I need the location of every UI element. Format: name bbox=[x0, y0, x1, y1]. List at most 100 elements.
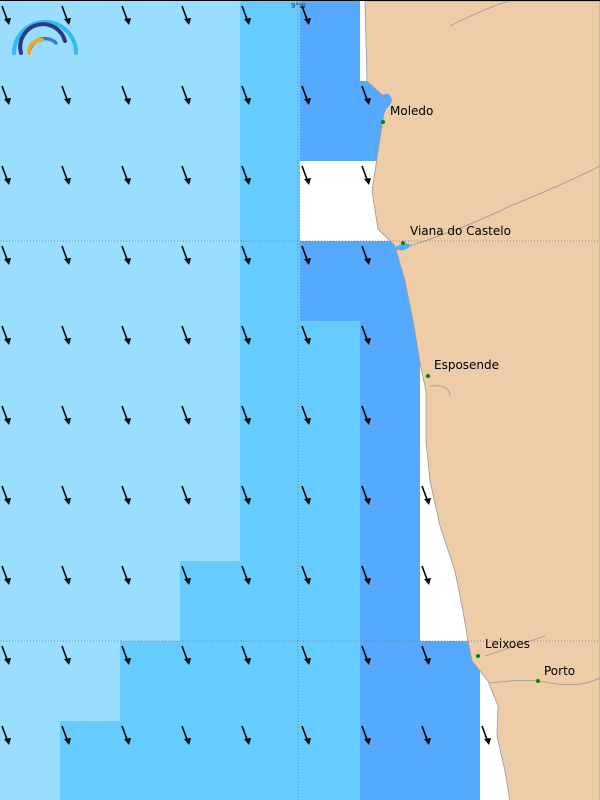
wave-direction-arrow bbox=[61, 245, 71, 265]
wave-cell bbox=[0, 81, 60, 161]
wave-cell bbox=[60, 1, 120, 81]
wave-direction-arrow bbox=[181, 725, 191, 745]
wave-cell bbox=[240, 641, 300, 721]
wave-cell bbox=[60, 721, 120, 800]
wave-direction-arrow bbox=[121, 325, 131, 345]
wave-direction-arrow bbox=[1, 85, 11, 105]
wave-direction-arrow bbox=[121, 485, 131, 505]
wave-direction-arrow bbox=[421, 645, 431, 665]
wave-cell bbox=[420, 721, 480, 800]
wave-direction-arrow bbox=[421, 565, 431, 585]
wave-cell bbox=[120, 641, 180, 721]
wave-cell bbox=[180, 721, 240, 800]
wave-direction-arrow bbox=[121, 5, 131, 25]
wave-direction-arrow bbox=[301, 245, 311, 265]
wave-direction-arrow bbox=[301, 5, 311, 25]
wave-cell bbox=[240, 1, 300, 81]
wave-direction-arrow bbox=[301, 405, 311, 425]
wave-direction-arrow bbox=[1, 485, 11, 505]
wave-direction-arrow bbox=[181, 245, 191, 265]
wave-cell bbox=[240, 241, 300, 321]
wave-direction-arrow bbox=[181, 85, 191, 105]
wave-direction-arrow bbox=[61, 565, 71, 585]
wave-cell bbox=[240, 401, 300, 481]
wave-direction-arrow bbox=[481, 725, 491, 745]
wave-cell bbox=[180, 561, 240, 641]
wave-cell bbox=[60, 401, 120, 481]
wave-cell bbox=[240, 161, 300, 241]
wave-direction-arrow bbox=[421, 725, 431, 745]
city-marker bbox=[426, 374, 430, 378]
wave-cell bbox=[120, 401, 180, 481]
wave-direction-arrow bbox=[361, 405, 371, 425]
wave-direction-arrow bbox=[61, 165, 71, 185]
wave-direction-arrow bbox=[301, 565, 311, 585]
wave-direction-arrow bbox=[1, 565, 11, 585]
wave-cell bbox=[60, 641, 120, 721]
wave-direction-arrow bbox=[181, 165, 191, 185]
wave-cell bbox=[360, 721, 420, 800]
wave-direction-arrow bbox=[301, 725, 311, 745]
wave-direction-arrow bbox=[121, 405, 131, 425]
wave-cell bbox=[0, 321, 60, 401]
wave-direction-arrow bbox=[301, 85, 311, 105]
wave-cell bbox=[60, 561, 120, 641]
wave-direction-arrow bbox=[61, 645, 71, 665]
wave-cell bbox=[300, 561, 360, 641]
wave-direction-arrow bbox=[121, 165, 131, 185]
wave-direction-arrow bbox=[121, 565, 131, 585]
city-marker bbox=[536, 679, 540, 683]
wave-direction-arrow bbox=[301, 645, 311, 665]
city-label-viana: Viana do Castelo bbox=[410, 224, 511, 238]
wave-direction-arrow bbox=[61, 325, 71, 345]
wave-direction-arrow bbox=[121, 245, 131, 265]
wave-cell bbox=[240, 721, 300, 800]
wave-cell bbox=[0, 241, 60, 321]
wave-direction-arrow bbox=[181, 405, 191, 425]
wave-cell bbox=[60, 481, 120, 561]
wave-cell bbox=[120, 481, 180, 561]
wave-direction-arrow bbox=[241, 725, 251, 745]
wave-direction-arrow bbox=[361, 85, 371, 105]
wave-direction-arrow bbox=[181, 645, 191, 665]
wave-cell bbox=[360, 321, 420, 401]
wave-cell bbox=[0, 401, 60, 481]
logo-icon bbox=[12, 20, 78, 55]
wave-cell bbox=[300, 721, 360, 800]
wave-cell bbox=[300, 481, 360, 561]
city-label-porto: Porto bbox=[544, 664, 576, 678]
wave-direction-arrow bbox=[121, 725, 131, 745]
wave-cell bbox=[240, 321, 300, 401]
wave-cell bbox=[60, 81, 120, 161]
wave-direction-arrow bbox=[181, 325, 191, 345]
wave-direction-arrow bbox=[61, 85, 71, 105]
wave-direction-arrow bbox=[241, 405, 251, 425]
wave-cell bbox=[180, 481, 240, 561]
wave-cell bbox=[180, 241, 240, 321]
wave-cell bbox=[60, 321, 120, 401]
wave-cell bbox=[120, 241, 180, 321]
wave-cell bbox=[120, 1, 180, 81]
wave-direction-arrow bbox=[301, 485, 311, 505]
wave-direction-arrow bbox=[361, 565, 371, 585]
wave-cell bbox=[300, 81, 360, 161]
wave-direction-arrow bbox=[121, 85, 131, 105]
city-marker bbox=[401, 241, 405, 245]
wave-direction-arrow bbox=[181, 485, 191, 505]
wave-cell bbox=[120, 81, 180, 161]
wave-cell bbox=[420, 641, 480, 721]
wave-direction-arrow bbox=[121, 645, 131, 665]
wave-cell bbox=[0, 161, 60, 241]
city-label-moledo: Moledo bbox=[390, 104, 434, 118]
wave-cell bbox=[300, 641, 360, 721]
wave-cell bbox=[300, 321, 360, 401]
city-label-leixoes: Leixoes bbox=[485, 637, 530, 651]
wave-direction-arrow bbox=[361, 165, 371, 185]
wave-direction-arrow bbox=[301, 165, 311, 185]
wave-direction-arrow bbox=[181, 565, 191, 585]
wave-cell bbox=[360, 561, 420, 641]
wave-cell bbox=[0, 481, 60, 561]
wave-direction-arrow bbox=[241, 645, 251, 665]
wave-cell bbox=[240, 561, 300, 641]
